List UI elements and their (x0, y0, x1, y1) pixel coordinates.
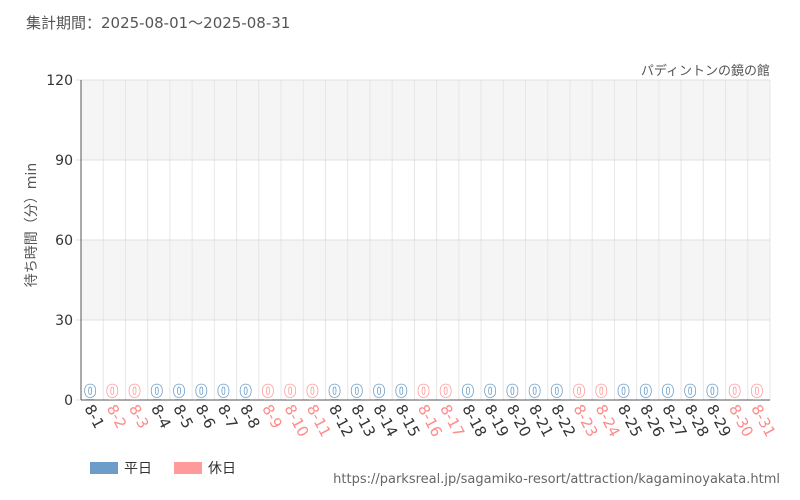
bar (619, 399, 628, 400)
bar (530, 399, 539, 400)
data-label: 0 (462, 382, 474, 402)
chart-bands (81, 80, 770, 400)
data-label: 0 (529, 382, 541, 402)
period-label: 集計期間：2025-08-01～2025-08-31 (26, 14, 291, 32)
data-label: 0 (551, 382, 563, 402)
legend-swatch-weekday (90, 462, 118, 474)
data-label: 0 (573, 382, 585, 402)
data-label: 0 (707, 382, 719, 402)
bar (663, 399, 672, 400)
bar (552, 399, 561, 400)
x-tick-label: 8-2 (103, 401, 130, 431)
data-label: 0 (418, 382, 430, 402)
data-label: 0 (106, 382, 118, 402)
data-label: 0 (729, 382, 741, 402)
bar (263, 399, 272, 400)
data-label: 0 (195, 382, 207, 402)
data-label: 0 (684, 382, 696, 402)
bar (86, 399, 95, 400)
bar (241, 399, 250, 400)
attraction-name: パディントンの鏡の館 (640, 64, 770, 79)
bar (352, 399, 361, 400)
y-axis-title: 待ち時間（分）min (24, 163, 40, 287)
bar (441, 399, 450, 400)
legend-item-weekday[interactable]: 平日 (90, 458, 152, 478)
bars (86, 399, 761, 400)
data-label: 0 (506, 382, 518, 402)
legend-item-holiday[interactable]: 休日 (174, 458, 236, 478)
data-label: 0 (373, 382, 385, 402)
bar (486, 399, 495, 400)
data-label: 0 (640, 382, 652, 402)
source-url[interactable]: https://parksreal.jp/sagamiko-resort/att… (333, 472, 780, 487)
data-label: 0 (351, 382, 363, 402)
data-label: 0 (218, 382, 230, 402)
y-tick-label: 30 (55, 313, 73, 329)
x-tick-label: 8-4 (147, 401, 174, 431)
bar (508, 399, 517, 400)
bar (419, 399, 428, 400)
data-label: 0 (329, 382, 341, 402)
y-tick-label: 120 (46, 73, 73, 89)
data-label: 0 (151, 382, 163, 402)
data-label: 0 (751, 382, 763, 402)
bar (308, 399, 317, 400)
data-label: 0 (618, 382, 630, 402)
data-label: 0 (395, 382, 407, 402)
bar (375, 399, 384, 400)
bar (686, 399, 695, 400)
bar (330, 399, 339, 400)
bar (175, 399, 184, 400)
x-tick-label: 8-3 (125, 401, 152, 431)
data-label: 0 (306, 382, 318, 402)
x-tick-label: 8-8 (236, 401, 263, 431)
x-tick-label: 8-5 (169, 401, 196, 431)
bar (108, 399, 117, 400)
data-label: 0 (84, 382, 96, 402)
grid-band (81, 320, 770, 400)
grid-band (81, 240, 770, 320)
grid-band (81, 160, 770, 240)
bar (641, 399, 650, 400)
bar (286, 399, 295, 400)
x-tick-label: 8-7 (214, 401, 241, 431)
data-label: 0 (484, 382, 496, 402)
bar (730, 399, 739, 400)
x-tick-labels: 8-18-28-38-48-58-68-78-88-98-108-118-128… (81, 401, 780, 440)
legend-swatch-holiday (174, 462, 202, 474)
x-tick-label: 8-6 (192, 401, 219, 431)
y-tick-label: 90 (55, 153, 73, 169)
grid-band (81, 80, 770, 160)
y-tick-label: 60 (55, 233, 73, 249)
x-tick-label: 8-1 (81, 401, 108, 431)
data-label: 0 (595, 382, 607, 402)
data-label: 0 (129, 382, 141, 402)
data-label: 0 (173, 382, 185, 402)
bar (397, 399, 406, 400)
data-label: 0 (240, 382, 252, 402)
bar (463, 399, 472, 400)
y-tick-label: 0 (64, 393, 73, 409)
bar (708, 399, 717, 400)
data-label: 0 (284, 382, 296, 402)
legend-label-weekday: 平日 (124, 461, 152, 477)
legend-label-holiday: 休日 (208, 461, 236, 477)
data-label: 0 (440, 382, 452, 402)
bar (752, 399, 761, 400)
bar (130, 399, 139, 400)
bar (597, 399, 606, 400)
x-tick-label: 8-9 (258, 401, 285, 431)
data-label: 0 (662, 382, 674, 402)
bar (575, 399, 584, 400)
bar (197, 399, 206, 400)
bar (152, 399, 161, 400)
bar (219, 399, 228, 400)
data-label: 0 (262, 382, 274, 402)
y-tick-labels: 0 30 60 90 120 (46, 73, 73, 409)
legend: 平日 休日 (90, 458, 236, 478)
